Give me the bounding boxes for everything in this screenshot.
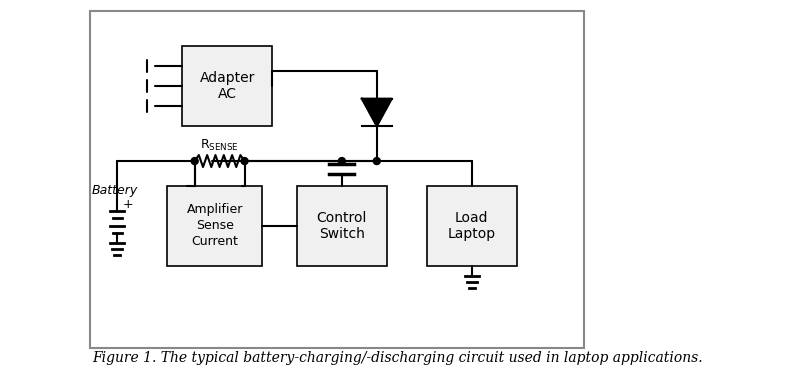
FancyBboxPatch shape xyxy=(167,186,262,266)
Text: Switch: Switch xyxy=(319,227,365,241)
Text: Current: Current xyxy=(191,235,238,248)
Circle shape xyxy=(241,158,248,164)
FancyBboxPatch shape xyxy=(427,186,517,266)
Text: Control: Control xyxy=(316,211,367,225)
Circle shape xyxy=(191,158,198,164)
Circle shape xyxy=(373,158,380,164)
Polygon shape xyxy=(362,99,392,126)
Text: +: + xyxy=(123,198,133,211)
FancyBboxPatch shape xyxy=(297,186,387,266)
Text: Load: Load xyxy=(454,211,488,225)
Text: Battery: Battery xyxy=(92,184,138,198)
Circle shape xyxy=(338,158,346,164)
Text: Adapter: Adapter xyxy=(200,71,255,85)
Text: AC: AC xyxy=(218,87,237,101)
Text: Sense: Sense xyxy=(196,219,234,233)
Text: Laptop: Laptop xyxy=(447,227,495,241)
Text: Amplifier: Amplifier xyxy=(186,204,243,216)
Text: R$_{\rm SENSE}$: R$_{\rm SENSE}$ xyxy=(200,138,239,153)
Text: Figure 1. The typical battery-charging/-discharging circuit used in laptop appli: Figure 1. The typical battery-charging/-… xyxy=(92,351,703,365)
FancyBboxPatch shape xyxy=(182,46,272,126)
